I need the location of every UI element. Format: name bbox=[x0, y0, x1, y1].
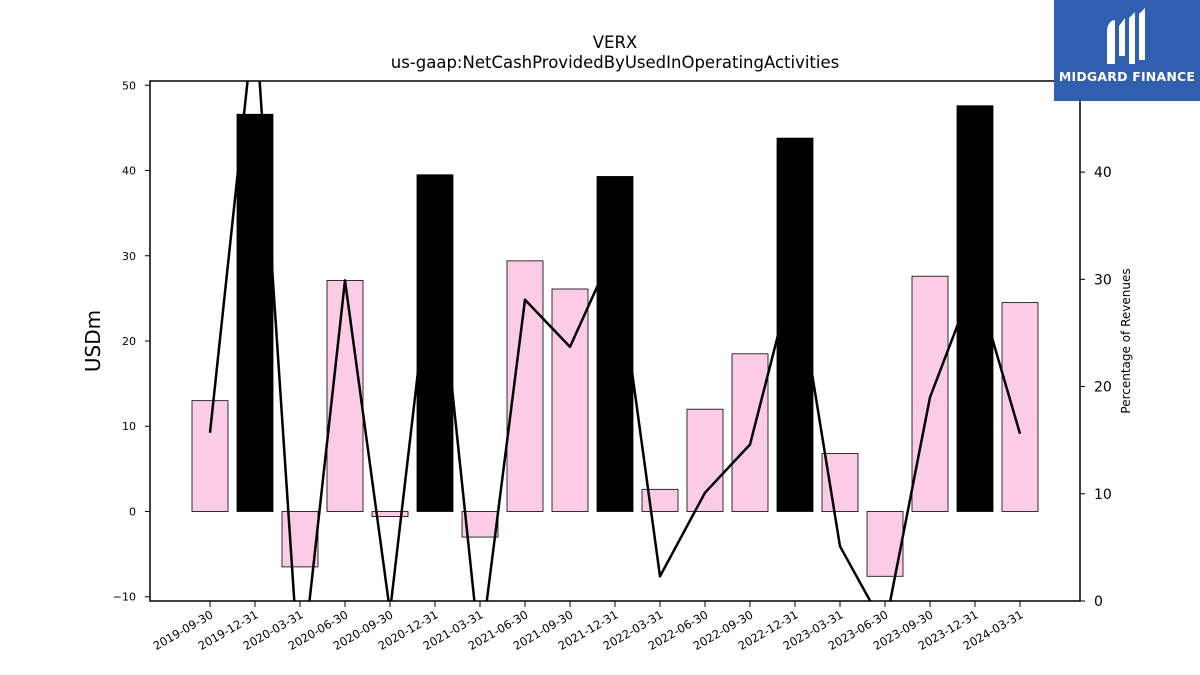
line-series bbox=[208, 81, 1022, 601]
bar-2022-09-30 bbox=[731, 353, 769, 512]
bar-2022-06-30 bbox=[686, 408, 724, 512]
bar-2022-12-31 bbox=[776, 137, 814, 512]
bar-2020-03-31 bbox=[281, 511, 319, 568]
bar-2023-03-31 bbox=[821, 453, 859, 512]
y2-tick-label: 20 bbox=[1094, 380, 1112, 396]
bar-2019-12-31 bbox=[236, 113, 274, 512]
percentage-line bbox=[208, 81, 1022, 601]
logo-mark-icon bbox=[1107, 8, 1145, 64]
y2-tick-label: 30 bbox=[1094, 272, 1112, 288]
y-axis-ticks: 50 40 30 20 10 0 −10 bbox=[113, 79, 150, 604]
y2-tick-label: 0 bbox=[1094, 594, 1103, 610]
y-tick-label: 20 bbox=[122, 335, 136, 348]
logo-text: MIDGARD FINANCE bbox=[1058, 69, 1196, 84]
x-axis-ticks: 2019-09-302019-12-312020-03-312020-06-30… bbox=[151, 601, 1026, 653]
brand-logo: MIDGARD FINANCE bbox=[1054, 0, 1200, 101]
bar-2021-09-30 bbox=[551, 288, 589, 512]
bar-2019-09-30 bbox=[191, 400, 229, 512]
chart-title: VERX bbox=[593, 33, 637, 52]
y2-tick-label: 10 bbox=[1094, 487, 1112, 503]
bar-2023-12-31 bbox=[956, 105, 994, 512]
y-tick-label: 50 bbox=[122, 79, 136, 92]
y2-axis-label: Percentage of Revenues bbox=[1119, 268, 1133, 413]
y-tick-label: −10 bbox=[113, 591, 136, 604]
y-axis-label: USDm bbox=[81, 310, 105, 372]
chart-subtitle: us-gaap:NetCashProvidedByUsedInOperating… bbox=[391, 53, 839, 72]
y-tick-label: 10 bbox=[122, 420, 136, 433]
bar-2020-09-30 bbox=[371, 511, 409, 518]
y2-axis-ticks: 40 30 20 10 0 bbox=[1080, 165, 1112, 610]
y-tick-label: 0 bbox=[129, 505, 136, 518]
y-tick-label: 30 bbox=[122, 250, 136, 263]
y2-tick-label: 40 bbox=[1094, 165, 1112, 181]
bar-2024-03-31 bbox=[1001, 302, 1039, 512]
y-tick-label: 40 bbox=[122, 165, 136, 178]
